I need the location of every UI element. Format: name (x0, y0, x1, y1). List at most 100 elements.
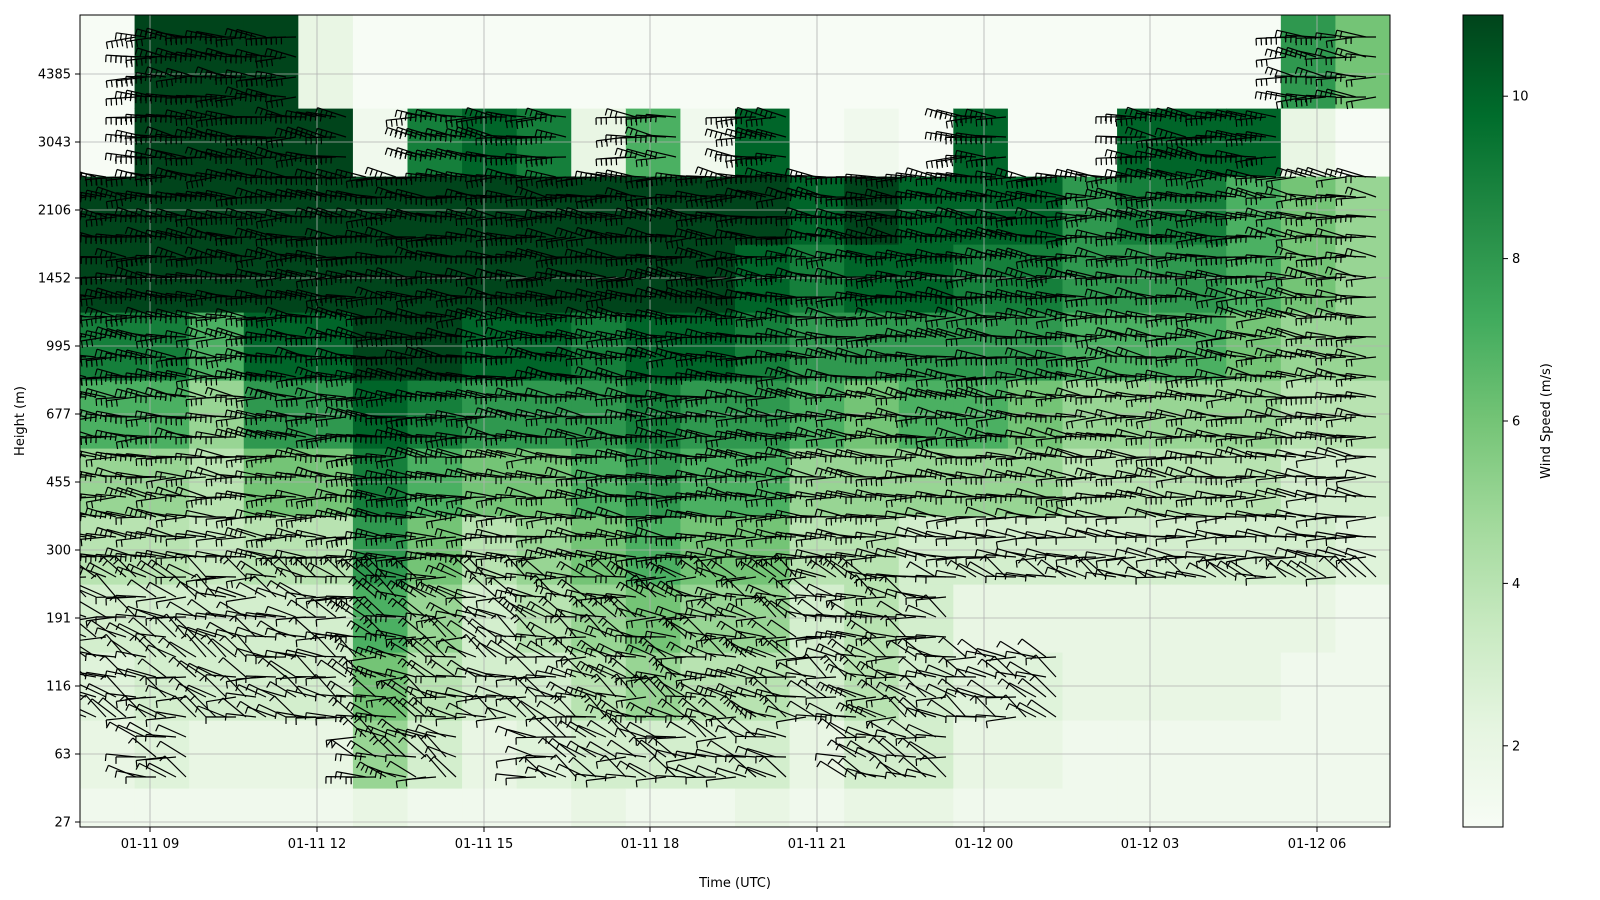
wind-barb (397, 597, 427, 618)
wind-barb (348, 556, 377, 578)
wind-barb (764, 467, 797, 478)
wind-barb (784, 467, 817, 478)
wind-barb (475, 716, 507, 728)
wind-barb (425, 436, 457, 450)
wind-barb (615, 376, 647, 387)
wind-barb (265, 136, 297, 150)
wind-barb (575, 316, 607, 326)
wind-barb (284, 427, 317, 439)
wind-barb (129, 635, 157, 658)
wind-barb (355, 176, 387, 189)
wind-barb (234, 147, 267, 160)
wind-barb (294, 648, 327, 658)
wind-barb (564, 207, 597, 220)
wind-barb (644, 406, 677, 420)
wind-barb (374, 629, 407, 640)
wind-barb (264, 605, 297, 618)
wind-barb (605, 536, 637, 547)
wind-barb (645, 134, 677, 143)
wind-barb (704, 467, 737, 478)
wind-barb (510, 614, 537, 638)
wind-barbs (80, 27, 1377, 789)
wind-barb (245, 316, 277, 328)
wind-barb (195, 375, 227, 384)
wind-barb (194, 628, 227, 638)
wind-barb (345, 656, 377, 669)
wind-barb (639, 674, 667, 698)
wind-barb (245, 196, 277, 204)
wind-barb (384, 329, 417, 341)
wind-barb (604, 773, 637, 782)
wind-barb (344, 193, 377, 203)
wind-barb (80, 616, 97, 621)
y-tick-label: 116 (46, 680, 71, 695)
wind-barb (175, 476, 207, 486)
wind-barb (168, 615, 197, 638)
wind-barb (475, 154, 507, 164)
wind-barb (724, 388, 757, 399)
wind-barb (257, 657, 287, 678)
wind-barb (314, 168, 347, 181)
wind-barb (664, 350, 697, 362)
wind-barb (464, 307, 497, 320)
wind-barb (445, 116, 477, 128)
wind-barb (104, 692, 137, 701)
wind-barb (414, 492, 447, 502)
wind-barb (214, 52, 247, 62)
wind-barb (205, 376, 237, 386)
heat-cell (625, 15, 682, 109)
wind-barb (114, 667, 147, 678)
colorbar-tick-label: 6 (1512, 415, 1520, 430)
wind-barb (165, 536, 197, 547)
wind-barb (505, 196, 537, 208)
wind-barb (145, 644, 177, 658)
wind-barb (344, 409, 377, 421)
wind-barb (474, 566, 507, 578)
wind-barb (555, 742, 587, 758)
wind-barb (175, 216, 207, 228)
wind-barb (664, 174, 697, 183)
heat-cell (462, 788, 518, 827)
heat-cell (189, 788, 245, 827)
wind-barb (444, 645, 477, 658)
wind-barb (114, 129, 147, 141)
wind-barb (715, 416, 747, 428)
wind-barb (705, 256, 737, 268)
wind-barb (80, 708, 97, 718)
wind-barb (716, 620, 747, 638)
wind-barb (284, 591, 317, 600)
wind-barb (564, 645, 597, 658)
wind-barb (354, 528, 387, 539)
wind-barb (695, 276, 727, 285)
wind-barb (655, 416, 687, 426)
wind-barb (125, 696, 157, 706)
wind-barb (724, 449, 757, 460)
wind-barb (165, 356, 197, 366)
wind-barb (105, 116, 137, 125)
wind-barb (544, 351, 577, 362)
wind-barb (754, 128, 787, 141)
wind-barb (224, 347, 257, 360)
wind-barb (494, 506, 527, 518)
wind-barb (454, 609, 487, 618)
wind-barb (135, 496, 167, 508)
wind-barb (494, 291, 527, 302)
wind-barb (205, 674, 237, 682)
wind-barb (84, 388, 117, 399)
wind-barb (514, 186, 547, 199)
wind-barb (404, 612, 437, 621)
wind-barb (494, 113, 527, 123)
wind-barb (565, 176, 597, 187)
wind-barb (554, 270, 587, 281)
wind-barb (144, 173, 177, 183)
wind-barb (454, 192, 487, 203)
wind-barb (335, 596, 367, 607)
wind-barb (499, 695, 527, 718)
wind-barb (205, 575, 237, 584)
wind-barb (434, 431, 467, 441)
wind-barb (715, 755, 747, 764)
wind-barb (385, 636, 417, 647)
wind-barb (505, 216, 537, 228)
wind-barb (455, 216, 487, 227)
wind-barb (555, 476, 587, 487)
